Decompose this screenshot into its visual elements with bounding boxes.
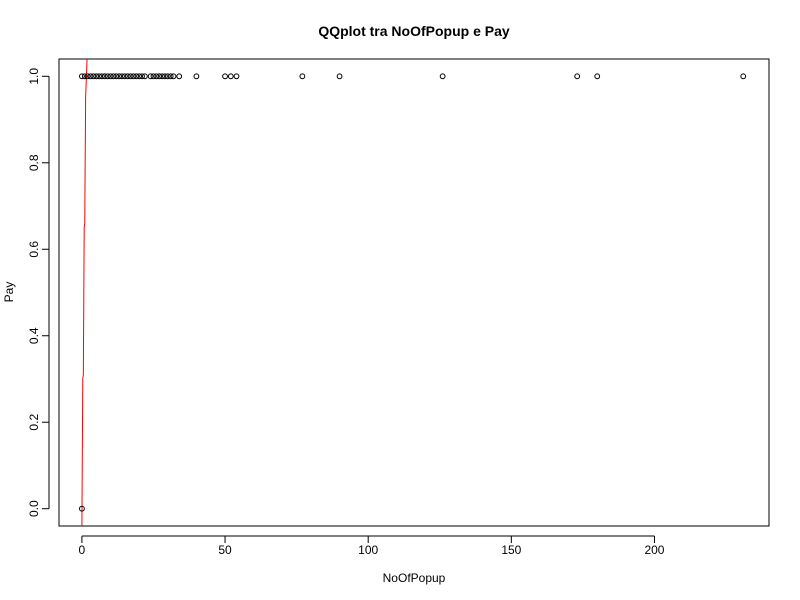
data-point — [153, 73, 160, 80]
data-point — [101, 73, 108, 80]
data-point — [193, 73, 200, 80]
data-point — [164, 73, 171, 80]
data-point — [740, 73, 747, 80]
x-tick-label: 100 — [358, 543, 378, 557]
data-point — [574, 73, 581, 80]
x-tick-label: 200 — [644, 543, 664, 557]
data-point — [176, 73, 183, 80]
data-point — [79, 73, 85, 80]
x-axis-label: NoOfPopup — [383, 571, 446, 585]
reference-line — [81, 58, 88, 527]
data-point — [127, 73, 134, 80]
data-point — [119, 73, 125, 80]
data-point — [121, 73, 128, 80]
data-point — [159, 73, 165, 80]
data-point — [222, 73, 228, 80]
data-point — [141, 73, 148, 80]
y-tick-label: 1.0 — [27, 68, 41, 85]
data-point — [104, 73, 111, 80]
y-tick-label: 0.2 — [27, 414, 41, 431]
data-point — [110, 73, 117, 80]
data-point — [90, 73, 97, 80]
data-point — [150, 73, 157, 80]
y-tick-label: 0.4 — [27, 327, 41, 344]
data-point — [167, 73, 174, 80]
data-point — [162, 73, 168, 80]
data-point — [439, 73, 446, 80]
y-tick-label: 0.0 — [27, 500, 41, 517]
y-axis-label: Pay — [2, 282, 16, 303]
data-point — [79, 505, 85, 512]
data-point — [136, 73, 143, 80]
x-tick-label: 0 — [79, 543, 86, 557]
data-point — [233, 73, 240, 80]
data-point — [116, 73, 123, 80]
data-point — [130, 73, 137, 80]
data-point — [299, 73, 306, 80]
data-point — [133, 73, 140, 80]
reference-line-layer — [81, 58, 88, 527]
data-point — [107, 73, 114, 80]
data-point — [99, 73, 105, 80]
data-point — [156, 73, 163, 80]
plot-frame — [58, 58, 770, 527]
x-tick-label: 50 — [218, 543, 232, 557]
data-point — [96, 73, 102, 80]
data-point — [594, 73, 601, 80]
data-point — [227, 73, 234, 80]
points-layer — [79, 73, 747, 512]
data-point — [93, 73, 100, 80]
data-point — [139, 73, 145, 80]
data-point — [124, 73, 131, 80]
y-axis: 0.0 0.2 0.4 0.6 0.8 1.0 — [27, 68, 50, 517]
data-point — [87, 73, 94, 80]
y-tick-label: 0.6 — [27, 241, 41, 258]
data-point — [81, 73, 88, 80]
x-tick-label: 150 — [501, 543, 521, 557]
chart-title: QQplot tra NoOfPopup e Pay — [318, 23, 510, 39]
data-point — [84, 73, 91, 80]
data-point — [113, 73, 120, 80]
data-point — [336, 73, 343, 80]
data-point — [170, 73, 177, 80]
data-point — [147, 73, 154, 80]
y-tick-label: 0.8 — [27, 154, 41, 171]
x-axis: 0 50 100 150 200 — [79, 535, 665, 557]
